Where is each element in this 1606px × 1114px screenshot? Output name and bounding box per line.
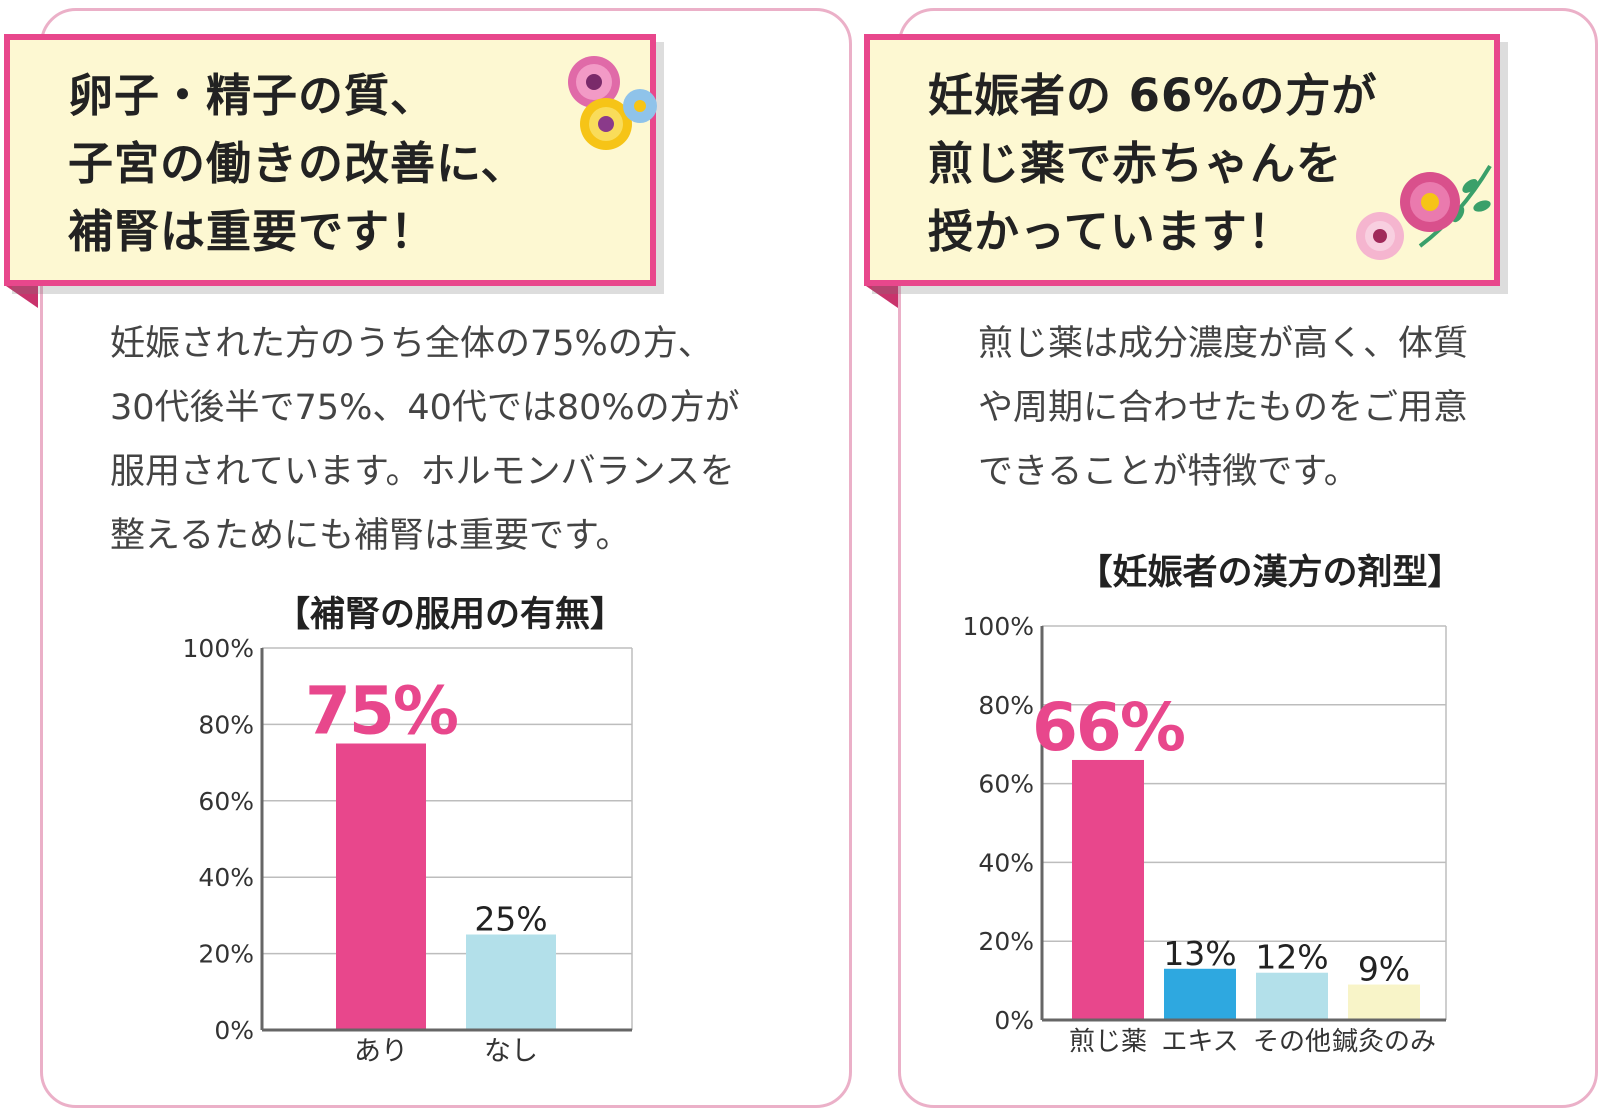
body-line: 煎じ薬は成分濃度が高く、体質 [978,324,1469,364]
headline-line: 子宮の働きの改善に、 [68,137,527,190]
category-label: なし [484,1036,538,1067]
body-line: 30代後半で75%、40代では80%の方が [110,388,740,428]
banner-fold [866,286,898,308]
bar [1164,968,1236,1020]
y-tick-label: 0% [994,1006,1034,1035]
headline-line: 授かっています！ [928,205,1294,258]
chart-title: 【妊娠者の漢方の剤型】 [1077,553,1463,593]
headline-line: 補腎は重要です！ [68,205,437,258]
category-label: その他 [1253,1027,1331,1057]
chart-title: 【補腎の服用の有無】 [274,595,625,635]
bar [1072,759,1144,1020]
flower-bouquet-icon [568,56,657,150]
y-tick-label: 20% [198,940,254,969]
y-tick-label: 60% [978,770,1034,799]
y-tick-label: 20% [978,927,1034,956]
y-tick-label: 40% [198,863,254,892]
value-label: 66% [1032,689,1185,766]
y-tick-label: 80% [978,691,1034,720]
body-line: できることが特徴です。 [978,452,1359,492]
y-tick-label: 100% [963,612,1034,641]
headline-line: 卵子・精子の質、 [68,69,437,122]
body-line: 妊娠された方のうち全体の75%の方、 [110,324,713,364]
body-line: 整えるためにも補腎は重要です。 [110,516,631,556]
banner-fold [6,286,38,308]
category-label: エキス [1161,1027,1238,1057]
flower-bouquet-icon [1356,164,1492,260]
bar [1348,984,1420,1020]
y-tick-label: 40% [978,848,1034,877]
y-tick-label: 100% [183,634,254,663]
bar [336,743,426,1030]
bar [466,934,556,1030]
category-label: 鍼灸のみ [1332,1027,1436,1057]
left-headline-banner: 卵子・精子の質、 子宮の働きの改善に、 補腎は重要です！ [4,34,656,286]
category-label: あり [354,1036,408,1067]
category-label: 煎じ薬 [1069,1027,1147,1057]
value-label: 12% [1255,938,1328,977]
y-tick-label: 0% [214,1016,254,1045]
headline-line: 煎じ薬で赤ちゃんを [928,137,1343,190]
right-body-text: 煎じ薬は成分濃度が高く、体質 や周期に合わせたものをご用意 できることが特徴です… [978,312,1468,504]
value-label: 9% [1358,950,1410,989]
right-headline-banner: 妊娠者の 66%の方が 煎じ薬で赤ちゃんを 授かっています！ [864,34,1500,286]
value-label: 75% [305,673,458,750]
value-label: 25% [474,900,547,939]
body-line: 服用されています。ホルモンバランスを [110,452,735,492]
headline-line: 妊娠者の 66%の方が [928,69,1378,122]
body-line: や周期に合わせたものをご用意 [978,388,1469,428]
value-label: 13% [1163,934,1236,973]
bar [1256,972,1328,1020]
y-tick-label: 60% [198,787,254,816]
left-body-text: 妊娠された方のうち全体の75%の方、 30代後半で75%、40代では80%の方が… [110,312,740,568]
y-tick-label: 80% [198,710,254,739]
